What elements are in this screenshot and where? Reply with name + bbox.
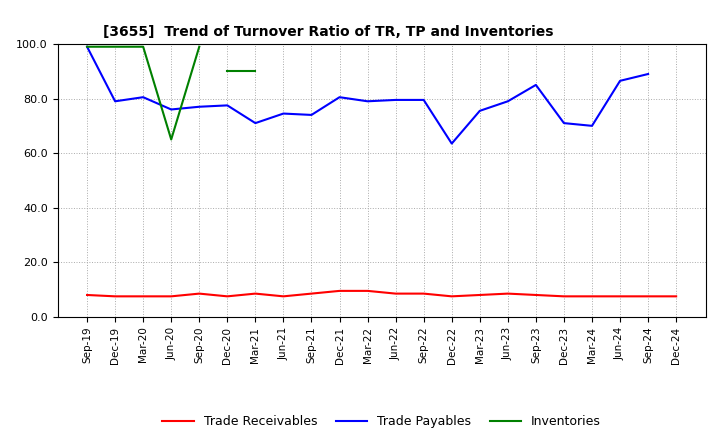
Trade Receivables: [336, 288, 344, 293]
Line: Trade Payables: Trade Payables: [87, 47, 648, 143]
Trade Payables: [588, 123, 596, 128]
Trade Payables: [195, 104, 204, 110]
Trade Receivables: [559, 294, 568, 299]
Trade Payables: [419, 97, 428, 103]
Trade Payables: [83, 44, 91, 49]
Trade Receivables: [167, 294, 176, 299]
Trade Payables: [223, 103, 232, 108]
Inventories: [167, 137, 176, 142]
Trade Receivables: [251, 291, 260, 296]
Trade Receivables: [139, 294, 148, 299]
Trade Payables: [644, 71, 652, 77]
Trade Receivables: [364, 288, 372, 293]
Trade Receivables: [111, 294, 120, 299]
Trade Receivables: [644, 294, 652, 299]
Trade Receivables: [503, 291, 512, 296]
Trade Payables: [447, 141, 456, 146]
Trade Receivables: [307, 291, 316, 296]
Trade Receivables: [531, 292, 540, 297]
Trade Payables: [279, 111, 288, 116]
Trade Receivables: [279, 294, 288, 299]
Trade Receivables: [475, 292, 484, 297]
Trade Payables: [139, 95, 148, 100]
Inventories: [111, 44, 120, 49]
Trade Receivables: [391, 291, 400, 296]
Trade Payables: [391, 97, 400, 103]
Text: [3655]  Trend of Turnover Ratio of TR, TP and Inventories: [3655] Trend of Turnover Ratio of TR, TP…: [103, 25, 554, 39]
Trade Payables: [503, 99, 512, 104]
Trade Receivables: [223, 294, 232, 299]
Trade Payables: [251, 121, 260, 126]
Trade Payables: [531, 82, 540, 88]
Line: Inventories: Inventories: [87, 47, 199, 139]
Trade Payables: [336, 95, 344, 100]
Trade Receivables: [419, 291, 428, 296]
Trade Payables: [307, 112, 316, 117]
Trade Payables: [616, 78, 624, 84]
Inventories: [83, 44, 91, 49]
Trade Receivables: [447, 294, 456, 299]
Trade Payables: [475, 108, 484, 114]
Trade Receivables: [672, 294, 680, 299]
Trade Receivables: [588, 294, 596, 299]
Inventories: [195, 44, 204, 49]
Trade Receivables: [616, 294, 624, 299]
Trade Payables: [167, 107, 176, 112]
Trade Payables: [559, 121, 568, 126]
Trade Receivables: [195, 291, 204, 296]
Legend: Trade Receivables, Trade Payables, Inventories: Trade Receivables, Trade Payables, Inven…: [157, 411, 606, 433]
Inventories: [139, 44, 148, 49]
Trade Payables: [364, 99, 372, 104]
Line: Trade Receivables: Trade Receivables: [87, 291, 676, 297]
Trade Receivables: [83, 292, 91, 297]
Trade Payables: [111, 99, 120, 104]
